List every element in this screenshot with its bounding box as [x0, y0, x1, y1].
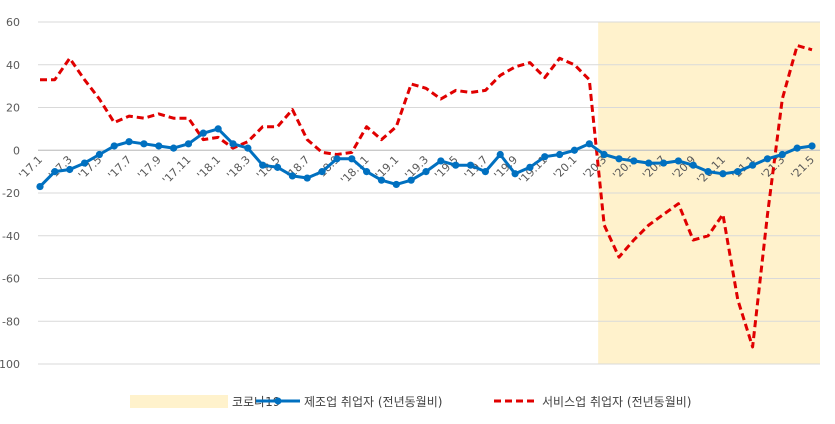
manufacturing-point [303, 174, 311, 182]
manufacturing-point [214, 125, 222, 133]
manufacturing-point [481, 168, 489, 176]
manufacturing-point [674, 157, 682, 165]
manufacturing-point [749, 161, 757, 169]
manufacturing-point [541, 153, 549, 161]
x-tick-label: '18.1 [195, 153, 224, 182]
manufacturing-point [155, 142, 163, 150]
manufacturing-point [125, 138, 133, 146]
manufacturing-point [66, 165, 74, 174]
manufacturing-point [630, 157, 638, 165]
manufacturing-point [570, 146, 579, 154]
manufacturing-point [585, 140, 593, 148]
manufacturing-point [110, 142, 118, 150]
manufacturing-point [199, 129, 207, 137]
x-tick-label: '20.1 [551, 153, 580, 182]
manufacturing-point [422, 168, 430, 176]
manufacturing-point [466, 161, 475, 169]
manufacturing-point [526, 163, 534, 171]
y-axis-tick-labels: 60 40 20 0 -20 -40 -60 -80 -100 [0, 16, 20, 371]
y-tick-label: -40 [2, 230, 20, 243]
y-tick-label: -20 [2, 187, 20, 200]
legend-swatch-service [494, 399, 538, 403]
manufacturing-point [659, 159, 668, 167]
manufacturing-point [808, 142, 816, 150]
y-tick-label: -60 [2, 273, 20, 286]
legend-label-manufacturing: 제조업 취업자 (전년동월비) [304, 394, 443, 409]
manufacturing-point [689, 161, 697, 169]
manufacturing-point [778, 150, 786, 159]
manufacturing-point [719, 170, 727, 178]
manufacturing-point [140, 140, 148, 148]
manufacturing-point [437, 157, 445, 165]
y-tick-label: 20 [6, 102, 20, 115]
manufacturing-point [229, 140, 237, 148]
manufacturing-point [615, 155, 623, 163]
manufacturing-point [793, 144, 801, 152]
manufacturing-point [80, 159, 89, 167]
manufacturing-point [244, 144, 252, 152]
manufacturing-point [763, 155, 772, 163]
manufacturing-point [600, 150, 608, 159]
manufacturing-point [348, 155, 356, 163]
manufacturing-point [51, 168, 59, 176]
x-tick-label: '17.1 [16, 153, 45, 182]
manufacturing-point [407, 176, 415, 184]
manufacturing-point [36, 182, 44, 191]
manufacturing-point [184, 140, 193, 148]
manufacturing-point [318, 168, 326, 176]
manufacturing-point [259, 161, 267, 169]
manufacturing-point [511, 170, 519, 178]
manufacturing-point [95, 150, 103, 159]
y-tick-label: 60 [6, 16, 20, 29]
manufacturing-point [452, 161, 460, 169]
legend-item-manufacturing: 제조업 취업자 (전년동월비) [256, 389, 442, 413]
legend-item-service: 서비스업 취업자 (전년동월비) [494, 389, 691, 413]
manufacturing-point [377, 176, 386, 184]
x-tick-label: '17.11 [160, 153, 194, 187]
manufacturing-point [392, 180, 400, 189]
manufacturing-point [170, 144, 178, 152]
legend-swatch-covid [130, 394, 228, 408]
manufacturing-point [704, 168, 712, 176]
manufacturing-point [333, 155, 341, 163]
y-tick-label: -80 [2, 315, 20, 328]
manufacturing-point [496, 150, 504, 159]
x-tick-label: '17.7 [106, 153, 135, 182]
manufacturing-point [288, 172, 296, 180]
legend-swatch-manufacturing [256, 397, 300, 405]
manufacturing-point [734, 168, 742, 176]
manufacturing-point [556, 150, 564, 159]
manufacturing-markers [36, 125, 816, 191]
x-tick-label: '18.3 [224, 153, 253, 182]
y-tick-label: 0 [13, 144, 20, 157]
manufacturing-point [645, 159, 653, 167]
legend: 코로나19 제조업 취업자 (전년동월비) 서비스업 취업자 (전년동월비) [0, 389, 835, 413]
service-employment-line [40, 44, 813, 349]
y-tick-label: -100 [0, 358, 20, 371]
manufacturing-point [273, 163, 282, 171]
y-tick-label: 40 [6, 59, 20, 72]
manufacturing-point [363, 168, 371, 176]
legend-label-service: 서비스업 취업자 (전년동월비) [542, 394, 692, 409]
